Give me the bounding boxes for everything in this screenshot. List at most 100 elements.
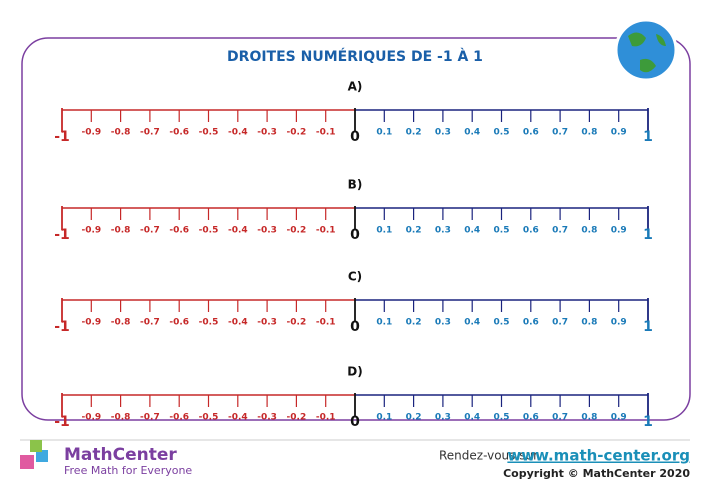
tick-label: -0.4 <box>228 413 248 423</box>
tick-label: 0.8 <box>581 226 597 236</box>
tick-label: -0.8 <box>111 226 131 236</box>
tick-label: 0.5 <box>494 413 510 423</box>
tick-label: -0.2 <box>287 318 307 328</box>
line-label: B) <box>348 178 363 192</box>
tick-label: -0.3 <box>257 128 277 138</box>
tick-label: 0.7 <box>552 413 568 423</box>
tick-label: 0.9 <box>611 128 627 138</box>
tick-label: 0 <box>350 319 360 335</box>
tick-label: 0.1 <box>376 226 392 236</box>
title: DROITES NUMÉRIQUES DE -1 À 1 <box>227 48 483 65</box>
tick-label: -0.1 <box>316 413 336 423</box>
tick-label: 0.7 <box>552 318 568 328</box>
tick-label: -0.4 <box>228 226 248 236</box>
tick-label: -0.9 <box>81 318 101 328</box>
tick-label: -0.8 <box>111 128 131 138</box>
tick-label: -0.3 <box>257 226 277 236</box>
tick-label: 0.9 <box>611 413 627 423</box>
tick-label: 0.5 <box>494 318 510 328</box>
tick-label: 0 <box>350 129 360 145</box>
tick-label: -0.4 <box>228 318 248 328</box>
line-label: C) <box>348 270 362 284</box>
visit-text: Rendez-vous sur <box>439 449 538 463</box>
tick-label: 0.2 <box>406 413 422 423</box>
tick-label: 0.8 <box>581 318 597 328</box>
tick-label: -0.2 <box>287 413 307 423</box>
tick-label: -0.6 <box>169 226 189 236</box>
tick-label: 0.4 <box>464 413 480 423</box>
tick-label: 0.2 <box>406 318 422 328</box>
tick-label: 0.1 <box>376 318 392 328</box>
tick-label: 0.1 <box>376 128 392 138</box>
line-label: A) <box>348 80 363 94</box>
tick-label: -0.9 <box>81 226 101 236</box>
tick-label: 0.2 <box>406 226 422 236</box>
tick-label: -0.8 <box>111 318 131 328</box>
tick-label: -0.6 <box>169 318 189 328</box>
tick-label: -0.6 <box>169 128 189 138</box>
tick-label: 0.7 <box>552 226 568 236</box>
tick-label: 0.3 <box>435 413 451 423</box>
tick-label: -0.3 <box>257 318 277 328</box>
title-backdrop <box>240 44 470 68</box>
tick-label: 0.6 <box>523 226 539 236</box>
tick-label: 0.9 <box>611 318 627 328</box>
tick-label: 1 <box>643 414 653 430</box>
tick-label: 0 <box>350 227 360 243</box>
tick-label: -0.8 <box>111 413 131 423</box>
tick-label: -0.5 <box>199 226 219 236</box>
tick-label: 0.5 <box>494 226 510 236</box>
tick-label: -0.7 <box>140 128 160 138</box>
tick-label: 0.1 <box>376 413 392 423</box>
tick-label: 0.6 <box>523 318 539 328</box>
tick-label: 0.6 <box>523 413 539 423</box>
tick-label: -0.5 <box>199 318 219 328</box>
tick-label: -0.9 <box>81 128 101 138</box>
tick-label: 1 <box>643 319 653 335</box>
globe-icon <box>614 18 678 82</box>
tick-label: -0.5 <box>199 128 219 138</box>
tick-label: -1 <box>54 414 70 430</box>
tick-label: 0.3 <box>435 128 451 138</box>
number-lines: A) -1 -0.9 -0.8 -0.7 -0.6 -0.5 -0.4 -0.3 -0.2 -0.1… <box>54 80 653 431</box>
tick-label: -1 <box>54 227 70 243</box>
tick-label: -1 <box>54 129 70 145</box>
tick-label: 0.4 <box>464 318 480 328</box>
logo-icon <box>20 440 48 469</box>
tick-label: 1 <box>643 227 653 243</box>
copyright: Copyright © MathCenter 2020 <box>503 467 690 480</box>
tick-label: -0.7 <box>140 318 160 328</box>
tick-label: -1 <box>54 319 70 335</box>
url[interactable]: www.math-center.org <box>507 447 690 465</box>
tick-label: -0.2 <box>287 128 307 138</box>
tick-label: 0.4 <box>464 226 480 236</box>
tick-label: -0.7 <box>140 226 160 236</box>
tick-label: -0.1 <box>316 318 336 328</box>
tick-label: 0.6 <box>523 128 539 138</box>
tick-label: 1 <box>643 129 653 145</box>
brand: MathCenter <box>64 445 177 465</box>
tick-label: 0.3 <box>435 318 451 328</box>
tick-label: -0.1 <box>316 128 336 138</box>
tick-label: 0.5 <box>494 128 510 138</box>
tick-label: -0.4 <box>228 128 248 138</box>
tick-label: -0.1 <box>316 226 336 236</box>
tick-label: -0.5 <box>199 413 219 423</box>
tick-label: 0.8 <box>581 128 597 138</box>
tick-label: 0.8 <box>581 413 597 423</box>
tick-label: -0.7 <box>140 413 160 423</box>
tick-label: 0.7 <box>552 128 568 138</box>
tagline: Free Math for Everyone <box>64 464 192 477</box>
tick-label: -0.3 <box>257 413 277 423</box>
line-label: D) <box>347 365 362 379</box>
tick-label: -0.6 <box>169 413 189 423</box>
tick-label: 0 <box>350 414 360 430</box>
frame <box>21 37 691 421</box>
tick-label: 0.9 <box>611 226 627 236</box>
tick-label: -0.9 <box>81 413 101 423</box>
tick-label: -0.2 <box>287 226 307 236</box>
tick-label: 0.4 <box>464 128 480 138</box>
tick-label: 0.2 <box>406 128 422 138</box>
